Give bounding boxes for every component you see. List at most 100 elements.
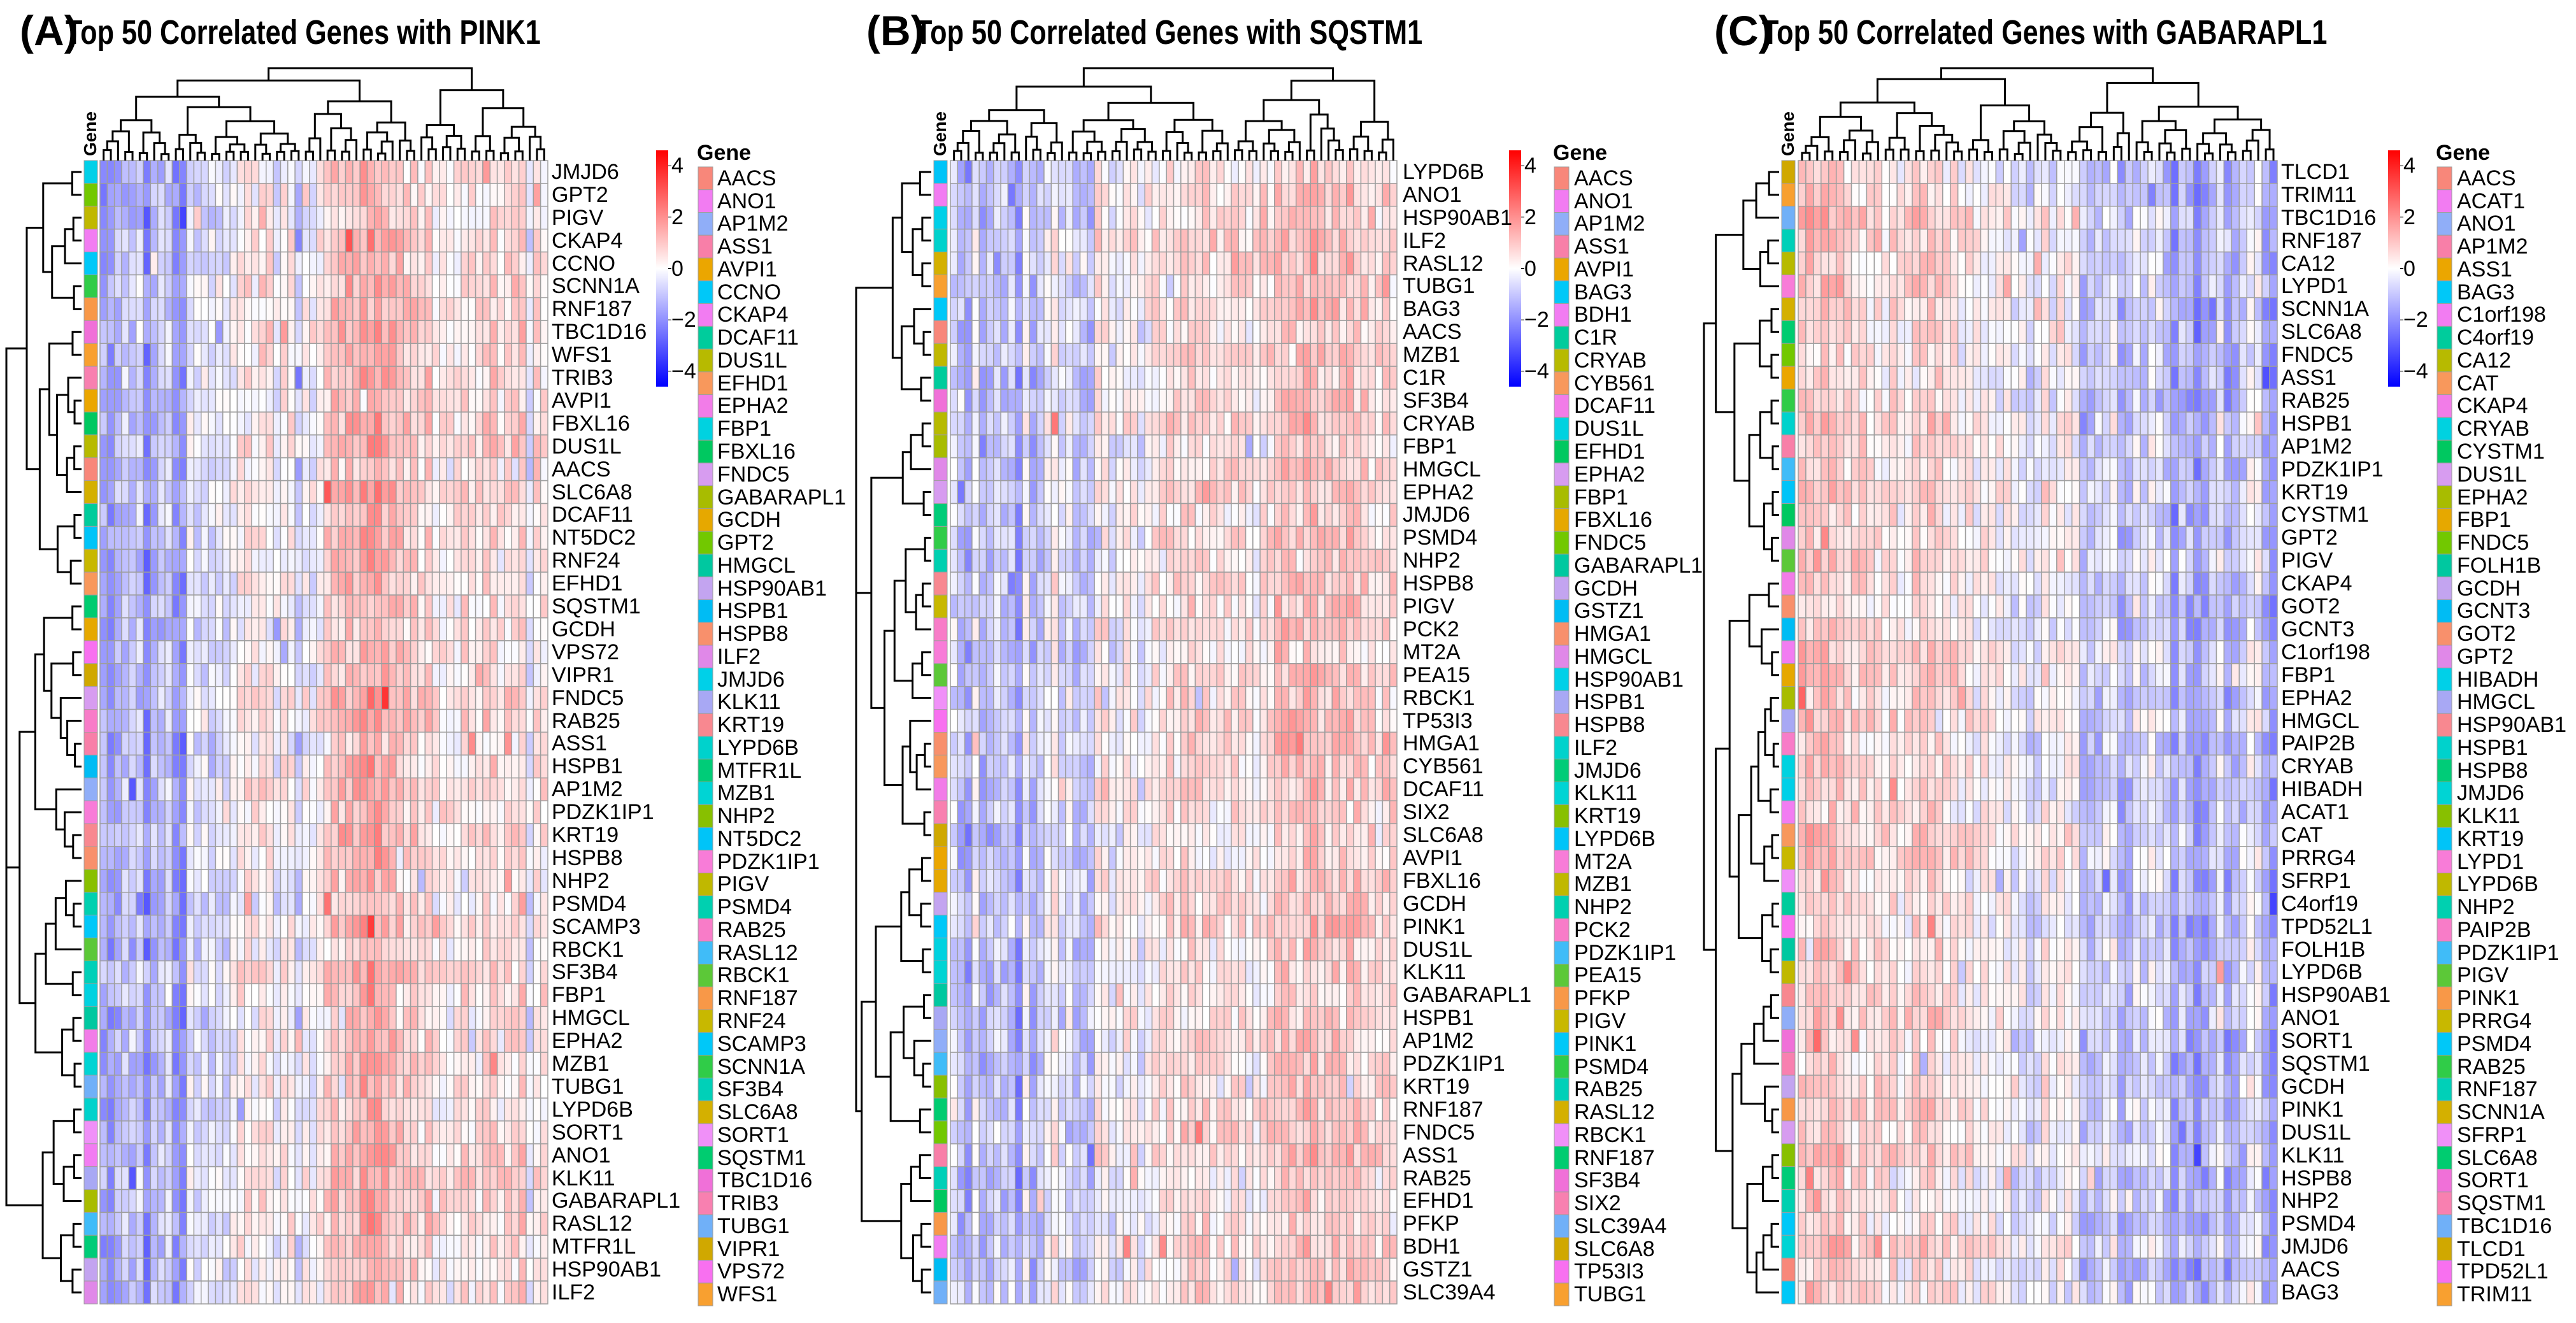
heatmap-cell	[171, 663, 180, 687]
heatmap-cell	[164, 389, 173, 413]
heatmap-cell	[1065, 548, 1073, 573]
heatmap-cell	[993, 389, 1001, 413]
heatmap-cell	[504, 1052, 513, 1076]
heatmap-cell	[178, 320, 187, 344]
heatmap-cell	[439, 251, 448, 276]
heatmap-cell	[359, 206, 368, 230]
heatmap-cell	[1173, 160, 1182, 184]
heatmap-cell	[489, 663, 498, 687]
heatmap-cell	[229, 1234, 238, 1259]
heatmap-cell	[388, 1212, 397, 1236]
heatmap-cell	[1115, 343, 1124, 367]
heatmap-cell	[1216, 754, 1225, 779]
heatmap-cell	[1050, 251, 1059, 276]
heatmap-cell	[366, 914, 375, 939]
heatmap-cell	[99, 1143, 108, 1168]
heatmap-cell	[1151, 183, 1160, 207]
heatmap-cell	[1129, 457, 1138, 482]
heatmap-cell	[468, 708, 476, 733]
heatmap-cell	[461, 708, 469, 733]
heatmap-cell	[1295, 206, 1304, 230]
heatmap-cell	[1382, 320, 1391, 344]
heatmap-cell	[251, 457, 260, 482]
heatmap-cell	[186, 663, 195, 687]
heatmap-cell	[1317, 594, 1326, 619]
heatmap-cell	[540, 1098, 548, 1122]
heatmap-cell	[258, 914, 267, 939]
heatmap-cell	[222, 800, 231, 824]
heatmap-cell	[1331, 160, 1340, 184]
heatmap-cell	[518, 594, 527, 619]
heatmap-cell	[287, 1029, 296, 1053]
heatmap-cell	[1389, 708, 1398, 733]
heatmap-cell	[258, 1257, 267, 1282]
heatmap-cell	[1043, 526, 1052, 550]
heatmap-cell	[359, 731, 368, 756]
heatmap-cell	[381, 480, 390, 504]
heatmap-cell	[518, 251, 527, 276]
heatmap-cell	[345, 983, 354, 1008]
heatmap-cell	[1180, 297, 1189, 322]
heatmap-cell	[106, 640, 115, 664]
heatmap-cell	[511, 366, 520, 390]
heatmap-cell	[193, 366, 202, 390]
heatmap-cell	[1288, 297, 1297, 322]
heatmap-cell	[1101, 640, 1110, 664]
heatmap-cell	[1317, 320, 1326, 344]
heatmap-cell	[1101, 663, 1110, 687]
heatmap-cell	[208, 869, 217, 893]
heatmap-cell	[1368, 754, 1376, 779]
heatmap-cell	[244, 1098, 252, 1122]
heatmap-cell	[388, 1257, 397, 1282]
heatmap-cell	[1122, 251, 1131, 276]
dendrogram-branch	[45, 922, 73, 985]
heatmap-cell	[244, 983, 252, 1008]
heatmap-cell	[178, 366, 187, 390]
heatmap-cell	[106, 1075, 115, 1099]
heatmap-cell	[99, 823, 108, 847]
heatmap-cell	[475, 411, 483, 436]
heatmap-cell	[1057, 320, 1066, 344]
heatmap-cell	[1231, 320, 1240, 344]
heatmap-cell	[287, 320, 296, 344]
heatmap-cell	[128, 800, 137, 824]
heatmap-cell	[157, 251, 166, 276]
heatmap-cell	[208, 480, 217, 504]
heatmap-cell	[222, 1098, 231, 1122]
heatmap-cell	[1375, 389, 1384, 413]
heatmap-cell	[1007, 434, 1016, 459]
heatmap-cell	[526, 434, 534, 459]
heatmap-cell	[453, 708, 462, 733]
heatmap-cell	[287, 1280, 296, 1305]
heatmap-cell	[1375, 480, 1384, 504]
heatmap-cell	[1036, 228, 1045, 253]
heatmap-cell	[1223, 526, 1232, 550]
heatmap-cell	[453, 503, 462, 527]
heatmap-cell	[1065, 366, 1073, 390]
heatmap-cell	[157, 1098, 166, 1122]
heatmap-cell	[424, 1257, 433, 1282]
heatmap-cell	[200, 1189, 209, 1213]
heatmap-cell	[258, 389, 267, 413]
heatmap-cell	[461, 297, 469, 322]
heatmap-cell	[99, 594, 108, 619]
heatmap-cell	[1288, 526, 1297, 550]
heatmap-cell	[1238, 320, 1247, 344]
heatmap-cell	[504, 1143, 513, 1168]
heatmap-cell	[99, 1212, 108, 1236]
heatmap-cell	[417, 548, 426, 573]
heatmap-cell	[222, 617, 231, 641]
heatmap-cell	[1382, 754, 1391, 779]
heatmap-cell	[366, 1052, 375, 1076]
heatmap-cell	[540, 708, 548, 733]
heatmap-cell	[345, 914, 354, 939]
heatmap-cell	[244, 1234, 252, 1259]
heatmap-cell	[1303, 731, 1312, 756]
heatmap-cell	[489, 320, 498, 344]
heatmap-cell	[978, 206, 987, 230]
heatmap-cell	[496, 389, 505, 413]
heatmap-cell	[215, 663, 224, 687]
heatmap-cell	[186, 1280, 195, 1305]
heatmap-cell	[453, 731, 462, 756]
heatmap-cell	[323, 366, 332, 390]
